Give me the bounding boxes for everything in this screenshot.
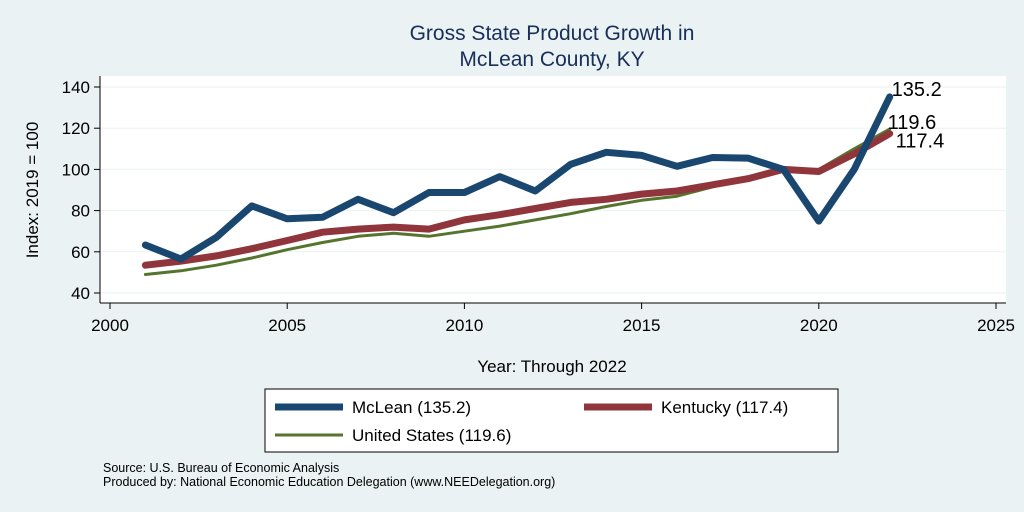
series-lines: [141, 93, 894, 276]
x-tick-label: 2015: [623, 316, 661, 335]
y-tick-label: 60: [71, 243, 90, 262]
y-tick-label: 120: [62, 119, 90, 138]
y-axis-label: Index: 2019 = 100: [23, 122, 42, 259]
produced-by-note: Produced by: National Economic Education…: [103, 475, 555, 489]
source-note: Source: U.S. Bureau of Economic Analysis: [103, 461, 339, 475]
legend-label-mclean: McLean (135.2): [352, 398, 471, 417]
legend: McLean (135.2) Kentucky (117.4) United S…: [264, 388, 839, 453]
y-tick-label: 40: [71, 284, 90, 303]
x-tick-label: 2010: [445, 316, 483, 335]
legend-label-kentucky: Kentucky (117.4): [661, 398, 788, 417]
x-tick-label: 2000: [91, 316, 129, 335]
x-tick-label: 2025: [977, 316, 1015, 335]
end-label-mclean: 135.2: [892, 79, 942, 101]
y-tick-label: 80: [71, 202, 90, 221]
chart-title-line-1: Gross State Product Growth in: [410, 22, 695, 45]
plot-area: [100, 76, 1006, 303]
y-tick-label: 100: [62, 160, 90, 179]
x-axis-label: Year: Through 2022: [477, 357, 626, 376]
legend-box: [264, 388, 839, 453]
end-label-united-states: 119.6: [888, 112, 937, 134]
series-line-mclean: [141, 93, 894, 263]
legend-label-united-states: United States (119.6): [352, 426, 511, 445]
axes: 40 60 80 100 120 140 2000 2005 2010 2015 2020 2025: [62, 76, 1015, 335]
y-tick-label: 140: [62, 78, 90, 97]
chart-title-line-2: McLean County, KY: [459, 48, 644, 71]
series-line-kentucky: [141, 130, 894, 269]
end-label-kentucky: 117.4: [896, 131, 945, 153]
x-tick-label: 2020: [800, 316, 838, 335]
x-tick-label: 2005: [268, 316, 306, 335]
